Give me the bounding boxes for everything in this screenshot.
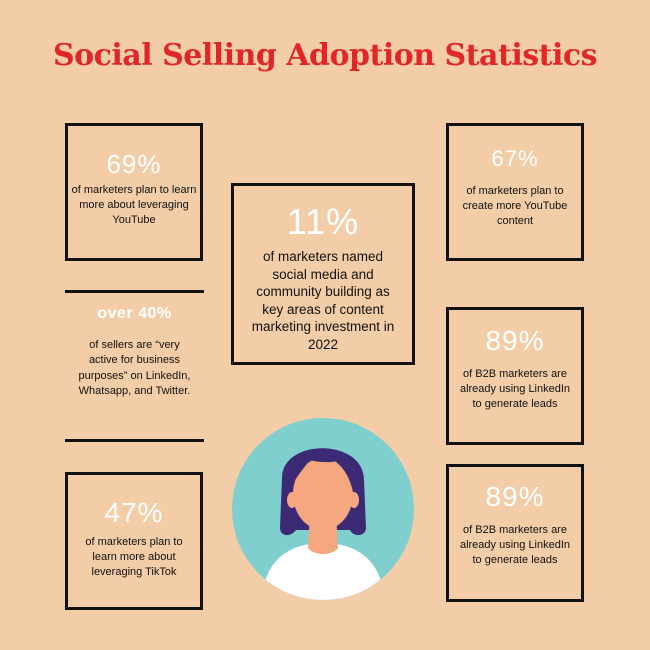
divider-bottom — [65, 439, 204, 442]
stat-description: of marketers named social media and comm… — [251, 249, 395, 352]
stat-value: 47% — [104, 497, 164, 528]
stat-card-tiktok: 47% of marketers plan to learn more abou… — [65, 472, 203, 610]
stat-description: of sellers are “very active for business… — [78, 339, 191, 398]
stat-card-social-media: 11% of marketers named social media and … — [231, 183, 415, 365]
stat-description: of marketers plan to learn more about le… — [85, 536, 183, 578]
stat-description: of marketers plan to create more YouTube… — [462, 185, 568, 227]
stat-value: 89% — [485, 481, 545, 512]
page-title: Social Selling Adoption Statistics — [52, 38, 598, 73]
stat-value: 11% — [286, 201, 360, 242]
stat-description: of marketers plan to learn more about le… — [71, 184, 197, 226]
woman-avatar-icon — [232, 418, 414, 600]
stat-description: of B2B marketers are already using Linke… — [459, 524, 571, 566]
stat-card-youtube-learn: 69% of marketers plan to learn more abou… — [65, 123, 203, 261]
stat-value: 67% — [491, 146, 539, 171]
stat-card-linkedin-2: 89% of B2B marketers are already using L… — [446, 464, 584, 602]
stat-value: 89% — [485, 325, 545, 356]
stat-value: over 40% — [97, 305, 172, 322]
stat-block-sellers: over 40% of sellers are “very active for… — [65, 300, 204, 400]
stat-card-youtube-content: 67% of marketers plan to create more You… — [446, 123, 584, 261]
stat-value: 69% — [106, 149, 162, 179]
stat-description: of B2B marketers are already using Linke… — [459, 368, 571, 410]
divider-top — [65, 290, 204, 293]
stat-card-linkedin-1: 89% of B2B marketers are already using L… — [446, 307, 584, 445]
